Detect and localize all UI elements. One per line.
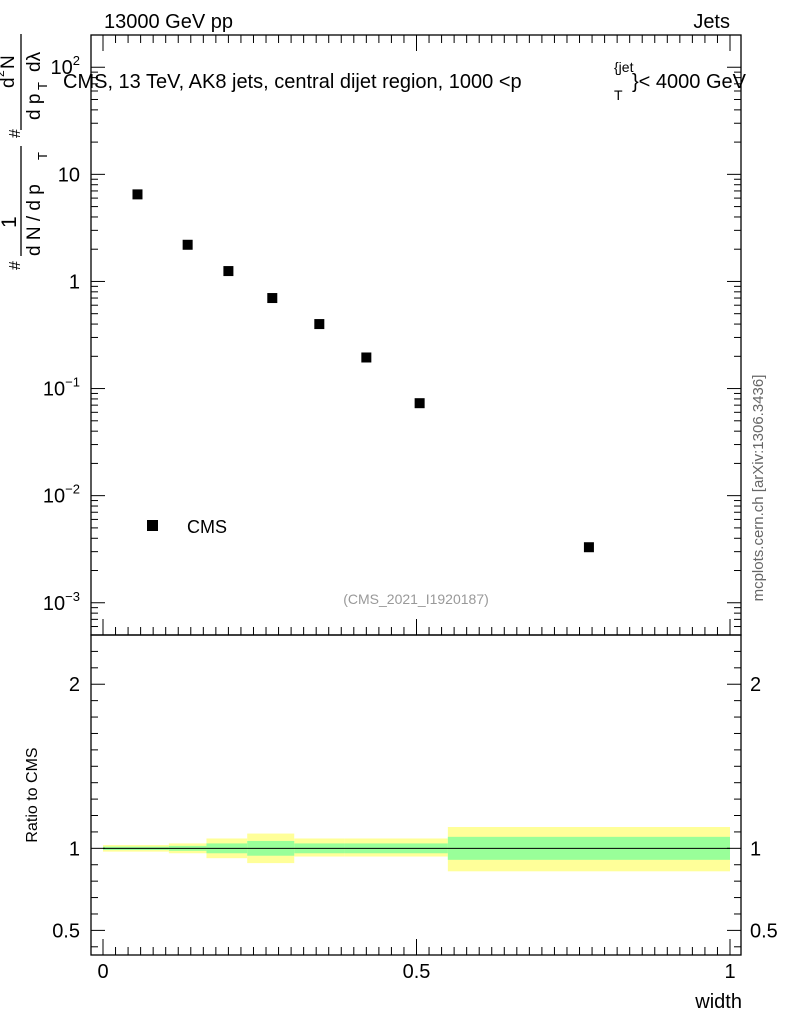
data-point bbox=[132, 189, 143, 200]
main-y-tick-label: 1 bbox=[69, 271, 80, 293]
main-plot-frame bbox=[90, 34, 742, 636]
main-y-tick-label: 102 bbox=[51, 53, 80, 79]
ylabel-n: N bbox=[0, 55, 19, 69]
data-point bbox=[414, 398, 425, 409]
plot-title: CMS, 13 TeV, AK8 jets, central dijet reg… bbox=[63, 71, 522, 93]
main-axis-ticks bbox=[91, 34, 741, 636]
plot-title-superscript: {jet bbox=[614, 59, 634, 75]
main-y-tick-label: 10−2 bbox=[43, 482, 80, 508]
ylabel-sub-t-2: T bbox=[35, 82, 50, 90]
plot-title-end: }< 4000 GeV bbox=[632, 71, 747, 93]
ylabel-dpt: d p bbox=[24, 94, 45, 120]
ratio-y-tick-label-right: 2 bbox=[750, 674, 761, 696]
ratio-y-axis-label: Ratio to CMS bbox=[24, 747, 41, 842]
ylabel-one: 1 bbox=[0, 216, 21, 228]
ylabel-hash-1: # bbox=[7, 261, 24, 270]
data-point bbox=[361, 352, 372, 363]
data-point bbox=[182, 239, 193, 250]
ylabel-dn-dpt: d N / d p bbox=[24, 184, 45, 256]
ratio-y-tick-label-left: 0.5 bbox=[52, 920, 80, 942]
ratio-y-tick-label-right: 0.5 bbox=[750, 920, 778, 942]
ratio-y-tick-labels: 2 2 1 1 0.5 0.5 bbox=[52, 674, 778, 942]
analysis-id: (CMS_2021_I1920187) bbox=[343, 591, 489, 607]
x-tick-label: 0 bbox=[97, 961, 108, 983]
data-point bbox=[314, 319, 325, 330]
ratio-plot-frame bbox=[90, 634, 742, 956]
legend-label: CMS bbox=[187, 517, 227, 537]
side-credit: mcplots.cern.ch [arXiv:1306.3436] bbox=[750, 375, 767, 602]
ylabel-d: d bbox=[0, 77, 19, 88]
cms-data-points bbox=[132, 189, 594, 553]
main-y-axis-label: # 1 d N / d p T # d p T d 2 N dλ bbox=[0, 34, 50, 270]
ratio-y-tick-label-right: 1 bbox=[750, 838, 761, 860]
main-y-tick-label: 10−3 bbox=[43, 589, 80, 615]
data-point bbox=[267, 293, 278, 304]
x-axis-title: width bbox=[694, 991, 742, 1013]
plot-title-subscript: T bbox=[614, 87, 623, 103]
main-y-tick-label: 10 bbox=[58, 164, 80, 186]
data-point bbox=[583, 542, 594, 553]
ylabel-sub-t-1: T bbox=[35, 152, 50, 160]
x-tick-label: 0.5 bbox=[403, 961, 431, 983]
category-label: Jets bbox=[693, 11, 730, 33]
ratio-y-tick-label-left: 2 bbox=[69, 674, 80, 696]
main-y-tick-label: 10−1 bbox=[43, 375, 80, 401]
ratio-y-tick-label-left: 1 bbox=[69, 838, 80, 860]
ylabel-hash-2: # bbox=[7, 129, 24, 138]
ylabel-sup-2: 2 bbox=[0, 70, 7, 77]
x-tick-label: 1 bbox=[724, 961, 735, 983]
ylabel-dlambda: dλ bbox=[24, 51, 45, 72]
legend-marker bbox=[147, 520, 158, 531]
x-tick-labels: 0 0.5 1 bbox=[97, 961, 735, 983]
main-y-tick-labels: 102 10 1 10−1 10−2 10−3 bbox=[43, 53, 80, 615]
data-point bbox=[223, 266, 234, 277]
ratio-axis-ticks bbox=[91, 650, 741, 955]
energy-label: 13000 GeV pp bbox=[104, 11, 233, 33]
